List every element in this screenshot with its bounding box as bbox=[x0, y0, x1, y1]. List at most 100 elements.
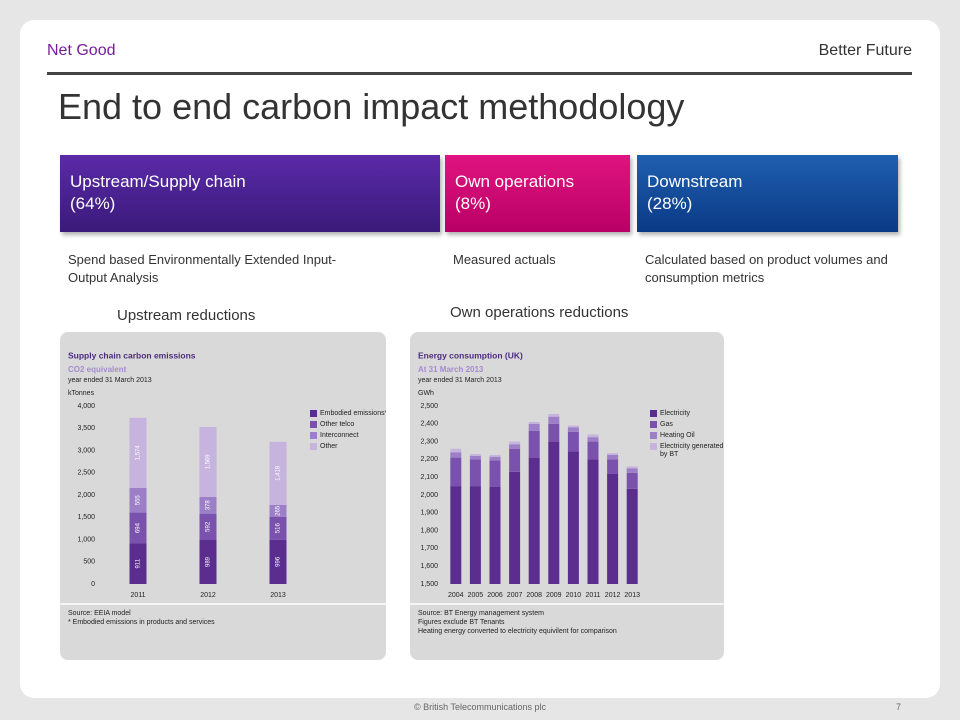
legend-label: Electricity bbox=[660, 410, 690, 417]
bar-segment bbox=[509, 471, 521, 584]
bar-segment bbox=[509, 448, 521, 472]
legend-label: Other bbox=[320, 443, 338, 450]
box-label: Downstream bbox=[647, 172, 743, 191]
chart-title: Supply chain carbon emissions bbox=[68, 350, 196, 360]
data-label: 592 bbox=[206, 521, 212, 532]
chart-subtitle: At 31 March 2013 bbox=[418, 365, 484, 374]
bar-segment bbox=[469, 486, 481, 584]
x-tick-label: 2006 bbox=[487, 592, 503, 599]
bar-segment bbox=[489, 486, 501, 584]
chart-subtitle: CO2 equivalent bbox=[68, 365, 127, 374]
bar-segment bbox=[489, 460, 501, 487]
bar-segment bbox=[199, 496, 217, 514]
bar-segment bbox=[587, 441, 599, 460]
bar-segment bbox=[626, 488, 638, 584]
box-own: Own operations (8%) bbox=[445, 155, 630, 232]
bar-segment bbox=[607, 473, 619, 584]
legend-label: Gas bbox=[660, 421, 673, 428]
legend-entry: Electricity bbox=[650, 410, 724, 418]
legend-entry: Other telco bbox=[310, 421, 386, 429]
bar-segment bbox=[626, 466, 638, 469]
bar-segment bbox=[528, 430, 540, 458]
y-tick-label: 1,800 bbox=[420, 527, 438, 534]
y-tick-label: 2,100 bbox=[420, 474, 438, 481]
y-tick-label: 2,500 bbox=[420, 403, 438, 410]
x-tick-label: 2009 bbox=[546, 592, 562, 599]
bar-segment bbox=[567, 451, 579, 584]
bar-segment bbox=[509, 444, 521, 449]
data-label: 911 bbox=[136, 558, 142, 568]
x-tick-label: 2011 bbox=[585, 592, 600, 599]
x-tick-label: 2007 bbox=[507, 592, 523, 599]
x-tick-label: 2010 bbox=[566, 592, 582, 599]
box-share: (28%) bbox=[647, 194, 693, 213]
legend-swatch bbox=[310, 421, 317, 428]
x-tick-label: 2012 bbox=[605, 592, 621, 599]
bar-segment bbox=[587, 434, 599, 438]
chart-panel: Supply chain carbon emissions CO2 equival… bbox=[60, 332, 386, 660]
legend-label: Other telco bbox=[320, 421, 355, 428]
box-description: Measured actuals bbox=[453, 252, 556, 267]
box-label: Upstream/Supply chain bbox=[70, 172, 246, 191]
bar-segment bbox=[129, 487, 147, 513]
y-tick-label: 1,600 bbox=[420, 563, 438, 570]
chart-period: year ended 31 March 2013 bbox=[68, 377, 152, 384]
bar-segment bbox=[509, 441, 521, 445]
bar-segment bbox=[607, 453, 619, 455]
data-label: 1,418 bbox=[276, 465, 282, 481]
bar-segment bbox=[548, 416, 560, 424]
bar-segment bbox=[489, 454, 501, 457]
bar-segment bbox=[528, 423, 540, 431]
chart-period: year ended 31 March 2013 bbox=[418, 377, 502, 384]
bar-segment bbox=[548, 423, 560, 442]
legend: Electricity Gas Heating Oil Electricity gen… bbox=[650, 410, 724, 462]
data-label: 516 bbox=[276, 523, 282, 534]
source-note: Source: EEIA model bbox=[68, 610, 131, 617]
y-tick-label: 1,900 bbox=[420, 510, 438, 517]
data-label: 265 bbox=[276, 505, 282, 516]
bar-segment bbox=[129, 417, 147, 488]
caption: Upstream reductions bbox=[117, 307, 256, 324]
y-tick-label: 3,500 bbox=[77, 425, 95, 432]
bar-segment bbox=[129, 512, 147, 544]
legend-swatch bbox=[310, 432, 317, 439]
bar-segment bbox=[626, 472, 638, 489]
legend-label: Heating Oil bbox=[660, 432, 695, 439]
data-label: 989 bbox=[206, 556, 212, 567]
legend-entry: Interconnect bbox=[310, 432, 386, 440]
legend-swatch bbox=[650, 432, 657, 439]
bar-segment bbox=[567, 427, 579, 432]
y-tick-label: 2,200 bbox=[420, 456, 438, 463]
y-tick-label: 1,500 bbox=[77, 514, 95, 521]
slide-title: End to end carbon impact methodology bbox=[58, 86, 685, 127]
bar-segment bbox=[607, 454, 619, 460]
y-tick-label: 2,000 bbox=[77, 492, 95, 499]
data-label: 555 bbox=[136, 495, 142, 506]
legend-entry: Heating Oil bbox=[650, 432, 724, 440]
legend-label: Embodied emissions* bbox=[320, 410, 386, 417]
data-label: 1,569 bbox=[206, 454, 212, 470]
bar-segment bbox=[269, 516, 287, 540]
y-tick-label: 1,000 bbox=[77, 536, 95, 543]
bar-segment bbox=[199, 513, 217, 540]
x-tick-label: 2004 bbox=[448, 592, 464, 599]
box-share: (8%) bbox=[455, 194, 491, 213]
header-rule bbox=[47, 72, 912, 75]
header-left: Net Good bbox=[47, 42, 116, 59]
chart-title: Energy consumption (UK) bbox=[418, 350, 523, 360]
footer-copyright: © British Telecommunications plc bbox=[413, 702, 547, 712]
bar-segment bbox=[567, 431, 579, 452]
chart: Supply chain carbon emissions CO2 equival… bbox=[60, 350, 386, 626]
y-tick-label: 4,000 bbox=[77, 403, 95, 410]
y-tick-label: 1,700 bbox=[420, 545, 438, 552]
y-tick-label: 2,300 bbox=[420, 438, 438, 445]
box-description: Spend based Environmentally Extended Inp… bbox=[68, 252, 337, 285]
x-tick-label: 2012 bbox=[200, 592, 216, 599]
axis-unit: kTonnes bbox=[68, 390, 95, 397]
legend-entry: Electricity generated by BT bbox=[650, 443, 724, 459]
box-upstream: Upstream/Supply chain (64%) bbox=[60, 155, 440, 232]
legend-label: Interconnect bbox=[320, 432, 359, 439]
legend-entry: Other bbox=[310, 443, 386, 451]
source-note: Source: BT Energy management system bbox=[418, 610, 544, 617]
